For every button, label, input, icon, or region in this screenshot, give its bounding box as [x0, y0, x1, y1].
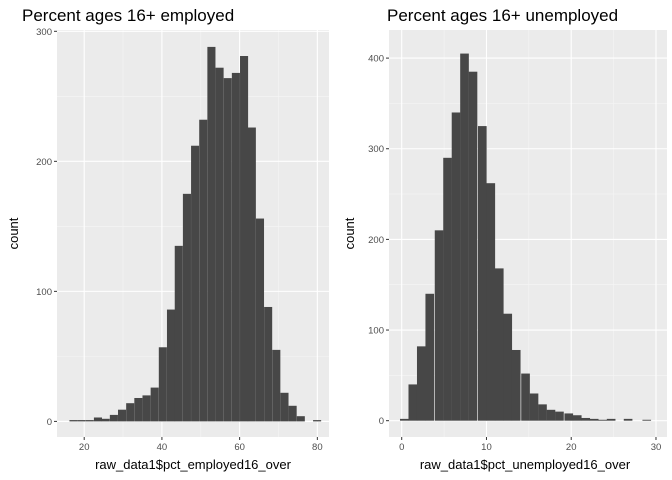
- histogram-bar: [623, 418, 633, 421]
- histogram-bar: [642, 419, 652, 421]
- histogram-bar: [581, 417, 591, 421]
- histogram-bar: [85, 420, 94, 422]
- histogram-bar: [460, 53, 469, 421]
- histogram-bar: [191, 145, 200, 422]
- panel-employed: Percent ages 16+ employed 0 100 200 300 20 4…: [6, 6, 329, 472]
- histogram-bar: [416, 346, 426, 421]
- histogram-bar: [486, 183, 496, 421]
- histogram-bar: [555, 411, 564, 421]
- histogram-bar: [264, 306, 273, 422]
- y-axis-label: count: [6, 217, 21, 249]
- x-tick-label: 10: [481, 442, 492, 453]
- histogram-bar: [134, 397, 143, 422]
- histogram-bar: [199, 119, 208, 422]
- y-axis-ticks: 0 100 200 300 400: [368, 54, 389, 427]
- y-tick-label: 0: [47, 417, 52, 428]
- histogram-bar: [247, 127, 256, 422]
- y-tick-label: 300: [368, 144, 384, 155]
- y-tick-label: 0: [379, 416, 384, 427]
- histogram-bar: [272, 349, 281, 422]
- x-tick-label: 0: [399, 442, 404, 453]
- histogram-bar: [150, 387, 159, 422]
- x-tick-label: 60: [234, 442, 245, 453]
- x-axis-label: raw_data1$pct_unemployed16_over: [420, 457, 631, 472]
- histogram-bar: [280, 392, 289, 422]
- histogram-bar: [77, 420, 86, 422]
- histogram-bar: [503, 313, 513, 421]
- histogram-bar: [589, 418, 599, 421]
- histogram-bar: [408, 384, 418, 421]
- histogram-bar: [477, 126, 487, 421]
- y-tick-label: 100: [36, 287, 52, 298]
- histogram-bar: [101, 418, 110, 422]
- y-axis-label: count: [342, 217, 357, 249]
- histogram-bar: [521, 373, 530, 421]
- chart-title: Percent ages 16+ employed: [22, 6, 234, 25]
- x-tick-label: 30: [651, 442, 662, 453]
- histogram-bar: [207, 46, 216, 422]
- histogram-bar: [118, 409, 127, 422]
- histogram-bar: [538, 404, 547, 421]
- histogram-bar: [443, 157, 452, 421]
- y-tick-label: 200: [368, 235, 384, 246]
- histogram-bar: [231, 72, 240, 422]
- histogram-bar: [93, 417, 102, 422]
- histogram-bar: [215, 67, 224, 422]
- histogram-bar: [546, 409, 556, 421]
- y-axis-ticks: 0 100 200 300: [36, 27, 57, 428]
- x-axis-label: raw_data1$pct_employed16_over: [95, 457, 292, 472]
- histogram-bar: [400, 418, 409, 421]
- histogram-bar: [142, 395, 151, 422]
- x-tick-label: 20: [566, 442, 577, 453]
- x-tick-label: 80: [312, 442, 323, 453]
- histogram-bar: [240, 56, 249, 422]
- bars: [400, 53, 652, 421]
- histogram-bar: [511, 349, 521, 421]
- x-axis-ticks: 20 40 60 80: [79, 437, 323, 453]
- histogram-bar: [182, 193, 191, 422]
- histogram-bar: [174, 245, 183, 422]
- histogram-employed: Percent ages 16+ employed 0 100 200 300 20 4…: [6, 6, 329, 472]
- x-tick-label: 20: [79, 442, 90, 453]
- x-axis-ticks: 0 10 20 30: [399, 437, 661, 453]
- x-tick-label: 40: [157, 442, 168, 453]
- y-tick-label: 300: [36, 27, 52, 38]
- bars: [69, 46, 322, 422]
- chart-title: Percent ages 16+ unemployed: [387, 6, 618, 25]
- histogram-bar: [158, 347, 167, 422]
- histogram-bar: [223, 78, 232, 422]
- histogram-bar: [126, 403, 135, 422]
- histogram-bar: [255, 218, 265, 422]
- histogram-bar: [606, 418, 616, 421]
- histogram-bar: [166, 309, 176, 422]
- y-tick-label: 100: [368, 326, 384, 337]
- histogram-bar: [425, 293, 435, 421]
- y-tick-label: 400: [368, 54, 384, 65]
- histogram-unemployed: Percent ages 16+ unemployed 010020030040…: [342, 6, 667, 472]
- histogram-bar: [468, 71, 478, 421]
- y-tick-label: 200: [36, 157, 52, 168]
- histogram-bar: [288, 405, 297, 422]
- histogram-bar: [598, 419, 607, 421]
- histogram-bar: [564, 413, 574, 421]
- histogram-bar: [313, 420, 322, 422]
- histogram-bar: [69, 420, 78, 422]
- histogram-bar: [296, 416, 305, 422]
- histogram-bar: [572, 415, 582, 421]
- histogram-bar: [434, 230, 444, 421]
- histogram-bar: [529, 393, 539, 421]
- histogram-bar: [109, 414, 118, 422]
- histogram-bar: [494, 268, 504, 421]
- panel-unemployed: Percent ages 16+ unemployed 0 100 200 300 40…: [336, 0, 672, 480]
- histogram-bar: [451, 112, 461, 421]
